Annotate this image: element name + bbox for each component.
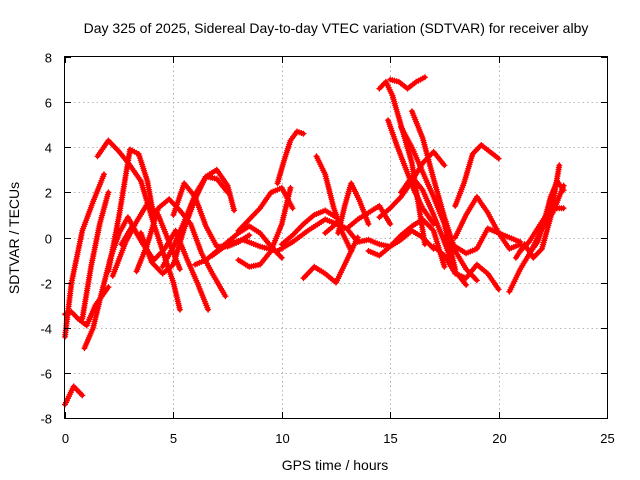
data-series-arc-35 [452, 193, 524, 245]
series-markers [105, 146, 157, 275]
data-series-arc-15 [209, 216, 346, 259]
series-markers [278, 207, 339, 248]
series-markers [452, 142, 502, 209]
y-tick-label: 0 [45, 232, 52, 247]
x-axis-label: GPS time / hours [282, 457, 389, 473]
data-series-arc-17 [235, 184, 294, 270]
data-series-arc-36 [452, 142, 502, 209]
y-tick-label: -6 [40, 367, 52, 382]
plot-frame [64, 56, 608, 419]
data-series-arc-31 [376, 148, 448, 221]
y-tick-label: 6 [45, 96, 52, 111]
y-tick-label: -8 [40, 412, 52, 427]
series-markers [235, 184, 294, 270]
data-series-arc-7 [105, 146, 157, 275]
data-series-arc-18 [274, 128, 307, 187]
data-series-arc-20 [300, 234, 361, 286]
series-trace [95, 138, 182, 312]
grid [65, 57, 607, 418]
y-axis-label: SDTVAR / TECUs [6, 182, 22, 294]
y-tick-label: 4 [45, 141, 52, 156]
series-markers [430, 243, 502, 293]
series-markers [528, 178, 567, 254]
data-series-arc-33 [430, 243, 502, 293]
data-series-arc-26 [387, 74, 428, 92]
series-markers [387, 74, 428, 92]
series-markers [376, 148, 448, 221]
data-series-arc-4 [79, 189, 112, 322]
series-markers [62, 383, 86, 408]
y-axis-ticks: -8 -6 -4 -2 0 2 4 6 8 [40, 51, 607, 427]
x-tick-label: 20 [492, 431, 506, 446]
series-markers [79, 189, 112, 322]
data-series-arc-40 [528, 178, 567, 254]
x-axis-ticks: 0 5 10 15 20 25 [62, 57, 615, 446]
data-series-arc-1 [62, 383, 86, 408]
data-series-arc-12 [159, 166, 238, 270]
data-series [62, 74, 567, 408]
series-markers [398, 123, 459, 273]
x-tick-label: 0 [62, 431, 69, 446]
y-tick-label: -4 [40, 322, 52, 337]
y-tick-label: -2 [40, 277, 52, 292]
chart-title: Day 325 of 2025, Sidereal Day-to-day VTE… [84, 20, 589, 36]
data-series-arc-2 [62, 171, 107, 340]
x-tick-label: 10 [275, 431, 289, 446]
data-series-arc-30 [398, 123, 459, 273]
data-series-arc-19 [278, 207, 339, 248]
x-tick-label: 5 [170, 431, 177, 446]
y-tick-label: 8 [45, 51, 52, 66]
series-markers [452, 193, 524, 245]
series-markers [274, 128, 307, 187]
series-markers [159, 166, 238, 270]
x-tick-label: 15 [383, 431, 397, 446]
data-series-arc-23 [335, 180, 372, 236]
x-tick-label: 25 [600, 431, 614, 446]
series-markers [335, 180, 372, 236]
series-markers [300, 234, 361, 286]
data-series-arc-34 [441, 225, 524, 257]
y-tick-label: 2 [45, 186, 52, 201]
